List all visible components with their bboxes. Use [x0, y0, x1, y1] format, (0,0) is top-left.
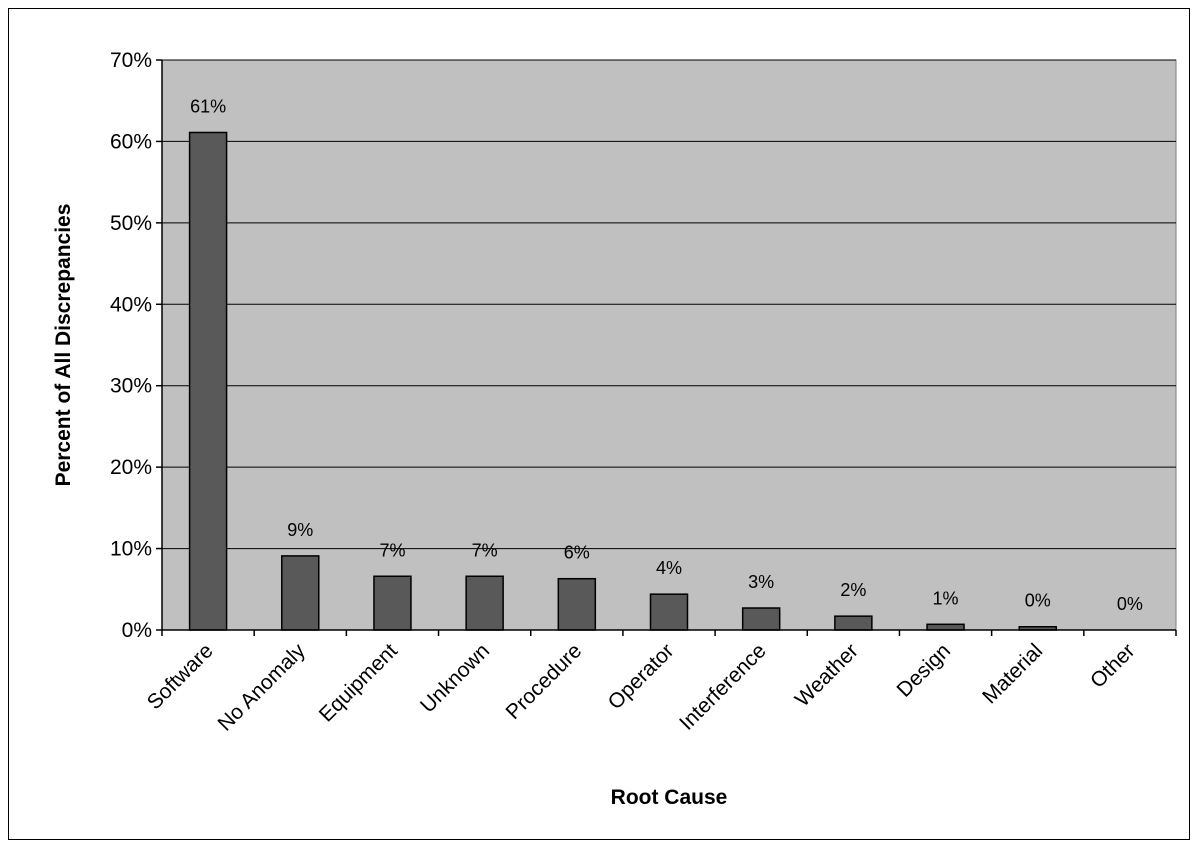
x-tick-label: Other — [1086, 639, 1139, 692]
x-tick-label: Operator — [604, 639, 679, 714]
x-axis-title: Root Cause — [611, 786, 728, 809]
bar-interference — [741, 607, 781, 631]
y-tick-label: 70% — [110, 49, 152, 72]
y-tick-label: 20% — [110, 456, 152, 479]
data-labels: 61% 9% 7% 7% 6% 4% 3% 2% 1% 0% 0% — [190, 96, 1143, 614]
x-tick-label: Weather — [791, 639, 863, 711]
data-label: 7% — [379, 540, 405, 560]
data-label: 7% — [472, 540, 498, 560]
y-tick-label: 30% — [110, 375, 152, 398]
x-tick-label: Software — [143, 639, 218, 714]
x-tick-label: No Anomaly — [213, 639, 310, 736]
bar-weather — [834, 615, 873, 631]
data-label: 6% — [564, 543, 590, 563]
data-label: 3% — [748, 572, 774, 592]
data-label: 0% — [1025, 591, 1051, 611]
x-tick-label: Procedure — [502, 639, 587, 724]
bar-software — [188, 131, 228, 631]
y-axis-ticks: 0% 10% 20% 30% 40% 50% 60% 70% — [110, 49, 162, 642]
bar-design — [926, 623, 965, 631]
x-tick-label: Interference — [675, 639, 771, 735]
y-tick-label: 10% — [110, 538, 152, 561]
y-tick-label: 50% — [110, 212, 152, 235]
x-tick-label: Equipment — [315, 639, 402, 726]
y-tick-label: 40% — [110, 293, 152, 316]
y-axis-title: Percent of All Discrepancies — [52, 204, 75, 487]
plot-area — [161, 59, 1177, 631]
x-tick-label: Material — [978, 639, 1047, 708]
gridlines — [162, 59, 1176, 550]
x-tick-label: Unknown — [416, 639, 494, 717]
data-label: 61% — [190, 96, 226, 116]
x-tick-label: Design — [893, 639, 955, 701]
y-tick-label: 0% — [122, 619, 152, 642]
data-label: 2% — [840, 580, 866, 600]
data-label: 1% — [933, 588, 959, 608]
bar-equipment — [373, 575, 412, 631]
data-label: 9% — [287, 520, 313, 540]
data-label: 0% — [1117, 594, 1143, 614]
data-label: 4% — [656, 558, 682, 578]
bar-procedure — [557, 577, 597, 631]
bar-unknown — [465, 575, 504, 631]
y-tick-label: 60% — [110, 130, 152, 153]
bar-operator — [649, 593, 689, 631]
bar-no-anomaly — [281, 555, 320, 631]
bars — [188, 131, 1057, 631]
